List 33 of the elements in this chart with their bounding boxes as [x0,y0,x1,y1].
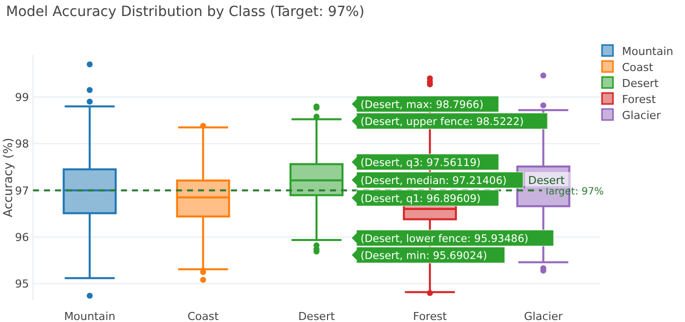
legend-label: Forest [622,93,656,106]
tooltip: (Desert, upper fence: 98.5222) [351,112,548,130]
x-tick-label: Glacier [524,310,564,322]
y-tick-label: 95 [15,278,29,291]
tooltip: (Desert, q1: 96.89609) [351,190,499,206]
tooltip: (Desert, min: 95.69024) [351,246,506,264]
annotation: (Desert, lower fence: 95.93486) [360,233,528,245]
x-tick-label: Desert [298,310,336,322]
legend-label: Glacier [622,109,662,122]
y-axis-title: Accuracy (%) [1,138,15,218]
y-tick-label: 99 [15,91,29,104]
legend-label: Mountain [622,45,674,58]
tooltip: (Desert, median: 97.21406) [351,172,524,188]
x-tick-label: Mountain [64,310,116,322]
annotation: (Desert, max: 98.7966) [360,99,484,111]
y-tick-label: 98 [15,138,29,151]
y-tick-label: 97 [15,184,29,198]
legend-label: Coast [622,61,654,74]
y-tick-label: 96 [15,231,29,244]
annotation: (Desert, min: 95.69024) [360,250,488,262]
chart-title: Model Accuracy Distribution by Class (Target: 97%) [6,4,364,20]
x-tick-label: Coast [188,310,220,322]
ref-line-label: Target: 97% [543,186,604,198]
x-tick-label: Forest [413,310,448,322]
annotation: Desert [528,174,566,187]
tooltip: (Desert, max: 98.7966) [351,96,499,112]
legend-label: Desert [622,77,660,90]
annotation: (Desert, q1: 96.89609) [360,193,481,205]
annotation: (Desert, q3: 97.56119) [360,157,481,169]
annotation: (Desert, upper fence: 98.5222) [360,116,524,128]
annotation: (Desert, median: 97.21406) [360,175,507,187]
tooltip: (Desert, q3: 97.56119) [351,154,499,170]
tooltip: (Desert, lower fence: 95.93486) [351,230,554,246]
